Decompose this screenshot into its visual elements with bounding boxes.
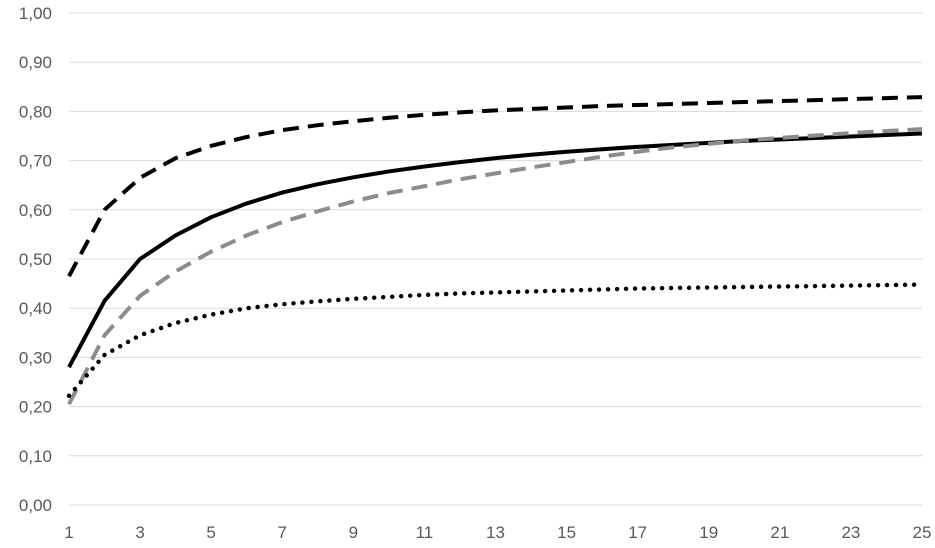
y-tick-label: 0,90 — [19, 53, 52, 72]
series-line-black-dashed — [67, 95, 923, 278]
x-tick-label: 5 — [206, 523, 215, 542]
x-tick-label: 11 — [416, 523, 434, 542]
series-lines — [66, 95, 925, 406]
x-tick-label: 17 — [628, 523, 647, 542]
x-tick-label: 9 — [349, 523, 358, 542]
x-tick-label: 3 — [135, 523, 144, 542]
x-tick-label: 21 — [770, 523, 789, 542]
x-tick-label: 1 — [64, 523, 73, 542]
y-tick-label: 0,20 — [19, 398, 52, 417]
y-tick-label: 0,60 — [19, 201, 52, 220]
x-tick-label: 13 — [486, 523, 505, 542]
series-line-black-solid — [67, 131, 923, 369]
y-tick-label: 0,50 — [19, 250, 52, 269]
y-tick-label: 0,30 — [19, 348, 52, 367]
series-line-black-dotted — [66, 282, 925, 399]
gridlines — [69, 12, 922, 506]
series-line-gray-dashed — [67, 127, 923, 406]
x-tick-label: 7 — [278, 523, 287, 542]
x-tick-label: 25 — [913, 523, 932, 542]
y-tick-label: 0,00 — [19, 496, 52, 515]
x-tick-label: 15 — [557, 523, 576, 542]
y-tick-label: 1,00 — [19, 4, 52, 23]
y-axis-tick-labels: 0,00 0,10 0,20 0,30 0,40 0,50 0,60 0,70 0,80 0,90… — [19, 4, 52, 515]
x-tick-label: 19 — [699, 523, 718, 542]
x-axis-tick-labels: 1 3 5 7 9 11 13 15 17 19 21 23 25 — [64, 523, 931, 542]
y-tick-label: 0,80 — [19, 102, 52, 121]
y-tick-label: 0,40 — [19, 299, 52, 318]
y-tick-label: 0,70 — [19, 152, 52, 171]
y-tick-label: 0,10 — [19, 447, 52, 466]
x-tick-label: 23 — [841, 523, 860, 542]
